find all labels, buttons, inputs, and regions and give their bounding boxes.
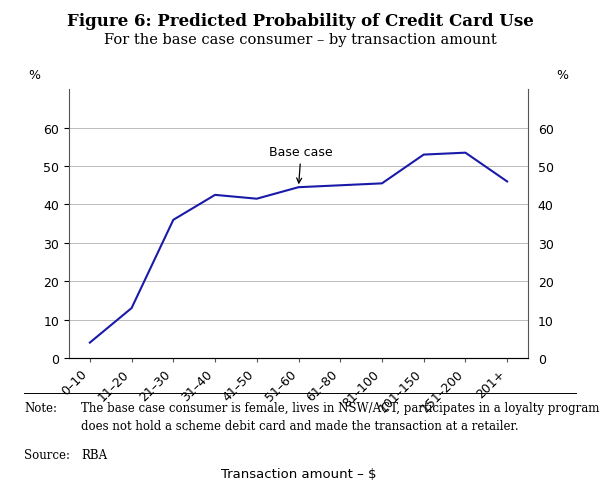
Text: %: % [29,69,41,82]
Text: Source:: Source: [24,448,70,461]
Text: Base case: Base case [269,146,333,184]
X-axis label: Transaction amount – $: Transaction amount – $ [221,467,376,480]
Text: The base case consumer is female, lives in NSW/ACT, participates in a loyalty pr: The base case consumer is female, lives … [81,401,600,414]
Text: Note:: Note: [24,401,57,414]
Text: %: % [556,69,568,82]
Text: For the base case consumer – by transaction amount: For the base case consumer – by transact… [104,33,496,47]
Text: RBA: RBA [81,448,107,461]
Text: Figure 6: Predicted Probability of Credit Card Use: Figure 6: Predicted Probability of Credi… [67,13,533,30]
Text: does not hold a scheme debit card and made the transaction at a retailer.: does not hold a scheme debit card and ma… [81,419,518,432]
